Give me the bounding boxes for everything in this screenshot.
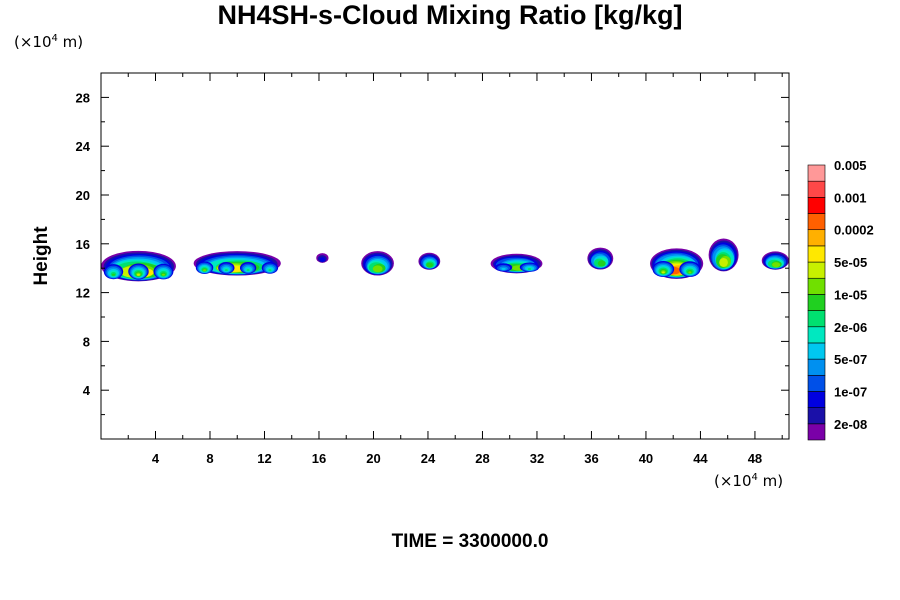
- x-tick-label: 24: [421, 451, 436, 466]
- colorbar-swatch: [807, 213, 826, 231]
- colorbar-label: 0.001: [834, 190, 867, 205]
- contour-level: [501, 267, 506, 270]
- x-tick-label: 8: [206, 451, 213, 466]
- colorbar-label: 1e-05: [834, 287, 867, 302]
- contour-level: [319, 257, 326, 262]
- cloud-cluster: [316, 253, 329, 263]
- cloud-contours: [101, 238, 789, 282]
- y-tick-label: 24: [76, 139, 91, 154]
- cloud-cluster: [490, 253, 543, 274]
- contour-level: [719, 257, 728, 267]
- cloud-cluster: [587, 247, 614, 270]
- colorbar-swatch: [807, 197, 826, 214]
- colorbar-swatch: [807, 164, 826, 182]
- time-label: TIME = 3300000.0: [391, 531, 549, 552]
- x-tick-label: 20: [366, 451, 380, 466]
- colorbar-label: 1e-07: [834, 384, 867, 399]
- x-tick-label: 36: [584, 451, 598, 466]
- colorbar-swatch: [807, 180, 826, 198]
- colorbar-swatch: [807, 277, 826, 295]
- colorbar-swatch: [807, 391, 826, 408]
- contour-level: [224, 269, 228, 272]
- contour-level: [136, 273, 140, 276]
- contour-level: [111, 273, 115, 276]
- cloud-cluster: [650, 248, 704, 279]
- contour-level: [772, 262, 781, 268]
- y-tick-label: 12: [76, 286, 90, 301]
- cloud-cluster: [361, 251, 394, 276]
- colorbar-swatch: [807, 358, 826, 376]
- x-tick-label: 4: [152, 451, 160, 466]
- cloud-cluster: [761, 251, 789, 270]
- x-tick-label: 44: [693, 451, 708, 466]
- x-tick-label: 12: [257, 451, 271, 466]
- y-axis-unit: (×104 m): [14, 33, 84, 51]
- x-tick-label: 32: [530, 451, 544, 466]
- contour-level: [426, 262, 433, 268]
- x-tick-label: 48: [748, 451, 762, 466]
- contour-level: [268, 269, 272, 272]
- x-axis-unit: (×104 m): [714, 472, 784, 490]
- contour-level: [246, 269, 250, 272]
- y-tick-label: 20: [76, 188, 90, 203]
- cloud-cluster: [193, 251, 281, 276]
- colorbar-label: 2e-08: [834, 417, 867, 432]
- colorbar-swatch: [807, 245, 826, 263]
- y-tick-label: 16: [76, 237, 90, 252]
- chart-title: NH4SH-s-Cloud Mixing Ratio [kg/kg]: [217, 0, 683, 30]
- y-tick-label: 28: [76, 90, 90, 105]
- x-tick-label: 40: [639, 451, 653, 466]
- colorbar-label: 5e-05: [834, 255, 867, 270]
- colorbar: 2e-08 1e-07 5e-07 2e-06 1e-05 5e-05 0.0002 0.00…: [807, 158, 874, 441]
- colorbar-swatch: [807, 423, 826, 441]
- y-tick-label: 8: [83, 334, 90, 349]
- cloud-cluster: [101, 250, 176, 282]
- colorbar-label: 5e-07: [834, 352, 867, 367]
- contour-level: [661, 271, 665, 274]
- x-tick-label: 28: [475, 451, 489, 466]
- colorbar-swatch: [807, 326, 826, 344]
- colorbar-swatch: [807, 342, 826, 360]
- cloud-cluster: [418, 252, 441, 270]
- y-tick-label: 4: [83, 383, 91, 398]
- colorbar-label: 2e-06: [834, 320, 867, 335]
- contour-level: [203, 269, 207, 272]
- colorbar-label: 0.005: [834, 158, 867, 173]
- colorbar-swatch: [807, 261, 826, 279]
- colorbar-swatch: [807, 407, 826, 425]
- colorbar-swatch: [807, 374, 826, 392]
- contour-level: [597, 260, 606, 267]
- contour-level: [161, 273, 165, 276]
- colorbar-swatch: [807, 229, 826, 247]
- colorbar-swatch: [807, 310, 826, 328]
- x-tick-label: 16: [312, 451, 326, 466]
- colorbar-swatch: [807, 294, 826, 311]
- cloud-cluster: [708, 238, 739, 272]
- contour-level: [527, 268, 532, 271]
- colorbar-label: 0.0002: [834, 223, 874, 238]
- contour-level: [372, 265, 383, 273]
- contour-level: [688, 271, 692, 274]
- plot-frame: [100, 72, 790, 440]
